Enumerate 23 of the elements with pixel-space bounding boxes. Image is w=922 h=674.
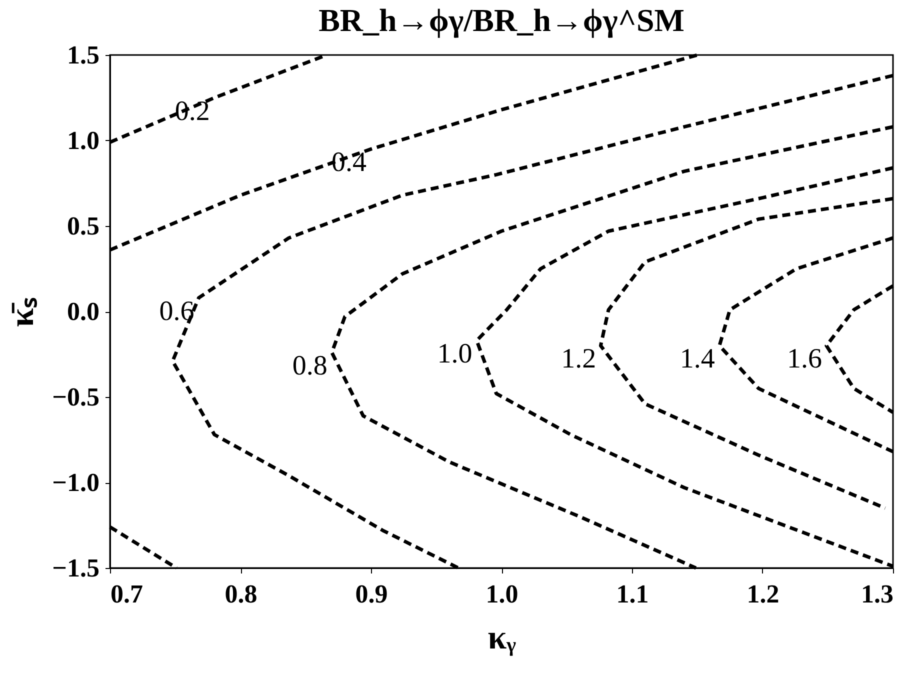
series-label: 1.2 xyxy=(561,344,596,375)
x-tick-label: 1.0 xyxy=(486,580,518,608)
x-axis-title: κᵧ xyxy=(488,620,517,656)
series-label: 0.6 xyxy=(159,296,194,327)
x-tick-label: 1.2 xyxy=(746,580,780,608)
y-tick-label: 0.5 xyxy=(67,212,100,240)
y-tick-label: 1.5 xyxy=(67,40,100,70)
series-label: 0.8 xyxy=(292,350,328,382)
y-axis-title: κ̄ₛ xyxy=(4,297,42,327)
x-tick-label: 1.1 xyxy=(616,580,649,608)
chart-title: BR_h→ϕγ/BR_h→ϕγ^SM xyxy=(318,2,684,38)
series-label: 1.6 xyxy=(786,344,822,375)
x-tick-label: 1.3 xyxy=(861,580,894,608)
y-tick-label: −1.0 xyxy=(52,468,100,497)
x-tick-label: 0.9 xyxy=(355,580,388,608)
x-tick-label: 0.8 xyxy=(224,580,258,608)
series-label: 1.0 xyxy=(437,338,472,370)
x-tick-label: 0.7 xyxy=(110,580,143,608)
y-tick-label: 1.0 xyxy=(67,126,100,155)
y-tick-label: −0.5 xyxy=(52,382,100,412)
series-label: 1.4 xyxy=(680,344,715,375)
y-tick-label: 0.0 xyxy=(67,297,100,326)
y-tick-label: −1.5 xyxy=(52,554,100,582)
